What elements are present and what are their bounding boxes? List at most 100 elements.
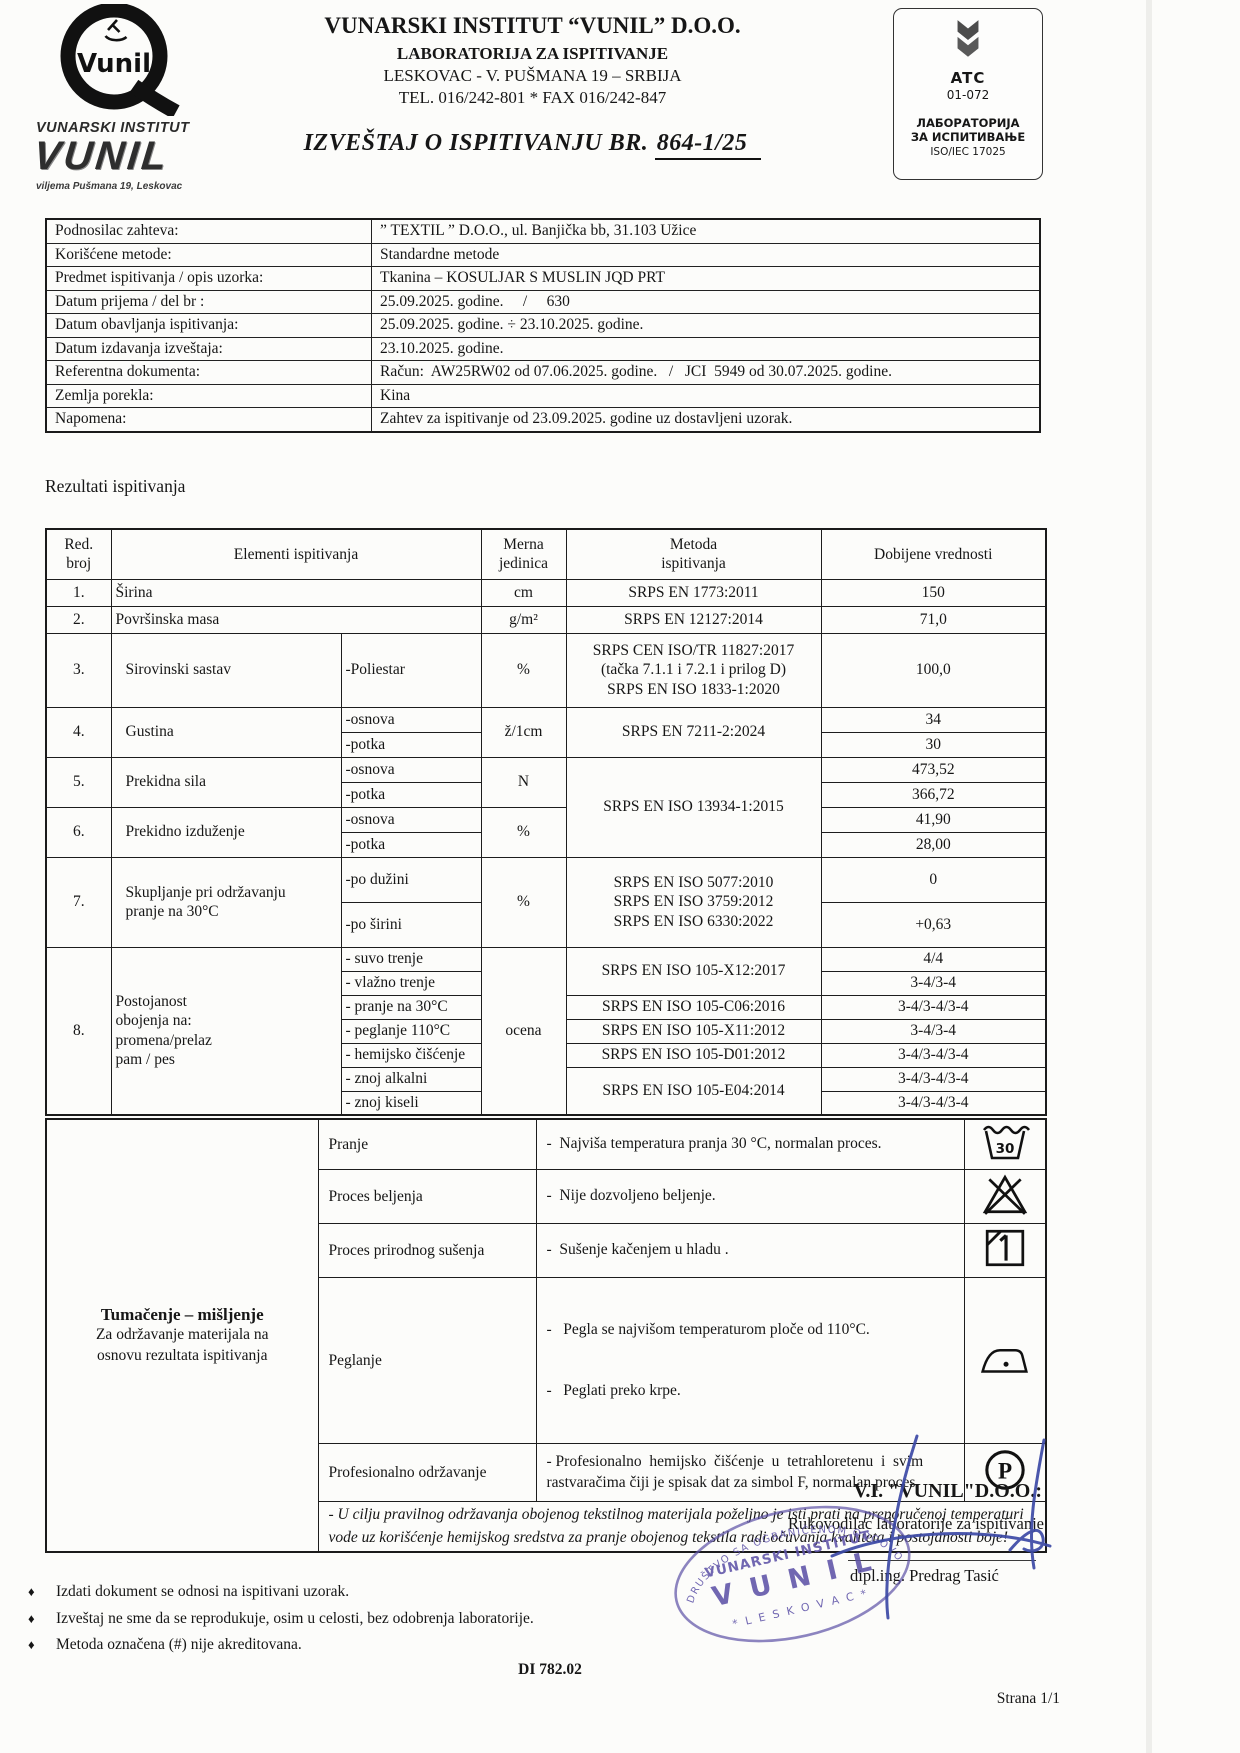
col-header-unit: Merna jedinica	[480, 528, 567, 580]
row-sub: - suvo trenje	[340, 946, 482, 972]
footer-notes-list: ♦ Izdati dokument se odnosi na ispitivani…	[28, 1583, 668, 1663]
table-row: Peglanje - Pegla se najvišom temperaturo…	[46, 1276, 1047, 1445]
info-label: Korišćene metode:	[45, 242, 372, 267]
table-row: 8. Postojanost obojenja na: promena/prel…	[45, 946, 1047, 1116]
wash-temp-text: 30	[995, 1141, 1014, 1157]
logo-institute-text: VUNARSKI INSTITUT	[36, 120, 190, 136]
row-unit: %	[480, 856, 567, 948]
org-name: VUNARSKI INSTITUT “VUNIL” D.O.O.	[324, 13, 741, 38]
row-value: 100,0	[820, 632, 1047, 708]
care-row-desc: - Sušenje kačenjem u hladu .	[535, 1223, 965, 1278]
row-value: 3-4/3-4	[820, 970, 1047, 996]
info-label: Referentna dokumenta:	[45, 360, 372, 385]
row-method: SRPS EN ISO 105-X12:2017	[565, 946, 822, 996]
row-method: SRPS EN 1773:2011	[565, 578, 822, 607]
report-number: 864-1/25	[654, 130, 762, 160]
table-row: 2. Površinska masa g/m² SRPS EN 12127:20…	[45, 605, 1047, 634]
row-unit: ocena	[480, 946, 567, 1116]
info-label: Predmet ispitivanja / opis uzorka:	[45, 266, 372, 291]
row-sub: - znoj kiseli	[340, 1090, 482, 1116]
row-value: 41,90	[820, 806, 1047, 833]
org-address: LESKOVAC - V. PUŠMANA 19 – SRBIJA	[383, 65, 682, 85]
row-unit: cm	[480, 578, 567, 607]
info-value: Zahtev za ispitivanje od 23.09.2025. god…	[371, 407, 1041, 432]
info-value: 23.10.2025. godine.	[371, 336, 1041, 361]
row-element: Površinska masa	[110, 605, 482, 634]
page-number: Strana 1/1	[996, 1690, 1060, 1707]
lab-name: LABORATORIJA ZA ISPITIVANJE	[396, 43, 669, 63]
info-value: ” TEXTIL ” D.O.O., ul. Banjička bb, 31.1…	[371, 218, 1041, 244]
vunil-logo-block: Vunil VUNARSKI INSTITUT VUNIL viljema Pu…	[30, 4, 230, 192]
vunil-q-logo-icon: Vunil	[60, 4, 180, 116]
list-item: ♦ Izdati dokument se odnosi na ispitivani…	[28, 1583, 350, 1600]
table-row: Podnosilac zahteva:” TEXTIL ” D.O.O., ul…	[45, 218, 1041, 244]
row-component: -Poliestar	[340, 632, 482, 708]
table-row: Proces prirodnog sušenja - Sušenje kačen…	[46, 1223, 1047, 1278]
results-table: Red. broj Elementi ispitivanja Merna jedin…	[45, 528, 1047, 1116]
care-instructions-table: Tumačenje – mišljenje Za održavanje mate…	[45, 1118, 1047, 1554]
info-label: Datum prijema / del br :	[45, 289, 372, 314]
row-sub: -po širini	[340, 901, 482, 948]
row-value: 3-4/3-4/3-4	[820, 1066, 1047, 1092]
row-value: 3-4/3-4/3-4	[820, 1042, 1047, 1068]
row-value: 28,00	[820, 831, 1047, 858]
org-phone: TEL. 016/242-801 * FAX 016/242-847	[398, 87, 667, 107]
row-unit: %	[480, 806, 567, 858]
row-method: SRPS EN ISO 105-E04:2014	[565, 1066, 822, 1116]
care-row-desc: - Pegla se najvišom temperaturom ploče o…	[535, 1276, 965, 1445]
table-row: - znoj alkalni SRPS EN ISO 105-E04:2014 …	[46, 1066, 1047, 1116]
table-row: Napomena: Zahtev za ispitivanje od 23.09.…	[45, 407, 1041, 432]
atc-cyrillic-line2: ЗА ИСПИТИВАЊЕ	[910, 130, 1026, 145]
row-value: 30	[820, 731, 1047, 758]
info-value: Kina	[371, 383, 1041, 408]
table-row: Tumačenje – mišljenje Za održavanje mate…	[45, 1118, 1047, 1553]
row-sub: - pranje na 30°C	[340, 994, 482, 1020]
table-row: Predmet ispitivanja / opis uzorka: Tkanin…	[45, 266, 1041, 291]
care-row-label: Proces beljenja	[317, 1169, 537, 1224]
row-sub: -potka	[340, 781, 482, 808]
row-no: 4.	[45, 706, 112, 758]
row-sub: - hemijsko čišćenje	[340, 1042, 482, 1068]
wash-30-icon: 30	[963, 1118, 1047, 1170]
care-row-desc: - Najviša temperatura pranja 30 °C, norm…	[535, 1118, 965, 1170]
row-sub: -potka	[340, 831, 482, 858]
signature-scribble	[822, 1428, 1062, 1633]
row-no: 8.	[45, 946, 112, 1116]
table-row: Proces beljenja - Nije dozvoljeno beljen…	[46, 1169, 1047, 1224]
table-row: - peglanje 110°C SRPS EN ISO 105-X11:201…	[46, 1018, 1047, 1044]
request-info-table: Podnosilac zahteva:” TEXTIL ” D.O.O., ul…	[45, 218, 1041, 433]
atc-cyrillic-line1: ЛАБОРАТОРИЈА	[916, 116, 1020, 130]
row-value: 366,72	[820, 781, 1047, 808]
footer-role-line: Rukovodilac laboratorije za ispitivanje	[787, 1514, 1044, 1533]
row-sub: - vlažno trenje	[340, 970, 482, 996]
row-element: Gustina	[110, 706, 342, 758]
info-label: Napomena:	[45, 407, 372, 432]
document-code: DI 782.02	[518, 1661, 582, 1678]
row-no: 2.	[45, 605, 112, 634]
table-row: 5. Prekidna sila -osnova N SRPS EN ISO 1…	[45, 756, 1047, 858]
row-sub: -osnova	[340, 706, 482, 733]
table-row: 4. Gustina -osnova ž/1cm SRPS EN 7211-2:…	[45, 706, 1047, 758]
atc-iso-line: ISO/IEC 17025	[930, 145, 1006, 158]
row-value: 3-4/3-4	[820, 1018, 1047, 1044]
table-row: -potka 366,72	[46, 781, 1047, 808]
row-sub: -potka	[340, 731, 482, 758]
atc-logo-icon	[957, 20, 979, 57]
row-method: SRPS EN 7211-2:2024	[565, 706, 822, 758]
row-element: Sirovinski sastav	[110, 632, 342, 708]
table-row: Zemlja porekla: Kina	[45, 383, 1041, 408]
logo-q-inner-text: Vunil	[77, 49, 151, 79]
row-value: 3-4/3-4/3-4	[820, 994, 1047, 1020]
info-value: Tkanina – KOSULJAR S MUSLIN JQD PRT	[371, 266, 1041, 291]
atc-lab-line1: ЛАБОРАТОРИЈА ЗА ИСПИТИВАЊЕ	[894, 116, 1042, 145]
table-row: Datum izdavanja izveštaja: 23.10.2025. go…	[45, 336, 1041, 361]
table-row: 6. Prekidno izduženje -osnova % 41,90	[45, 806, 1047, 858]
list-item: ♦ Izveštaj ne sme da se reprodukuje, osim…	[28, 1609, 534, 1627]
table-row: Datum obavljanja ispitivanja: 25.09.2025.…	[45, 313, 1041, 338]
col-header-no: Red. broj	[45, 528, 112, 580]
results-section-title: Rezultati ispitivanja	[45, 476, 186, 496]
row-value: +0,63	[820, 901, 1047, 948]
table-row: 3. Sirovinski sastav -Poliestar % SRPS C…	[45, 632, 1047, 708]
row-value: 34	[820, 706, 1047, 733]
row-no: 6.	[45, 806, 112, 858]
